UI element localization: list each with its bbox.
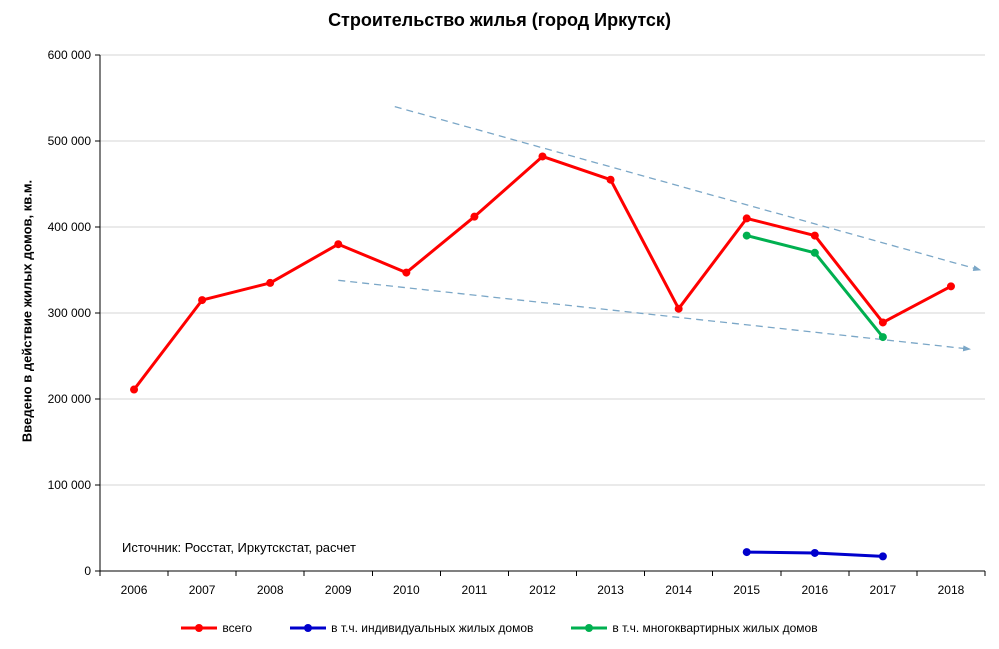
svg-text:2017: 2017 [870,583,897,597]
svg-text:300 000: 300 000 [48,306,92,320]
svg-text:2018: 2018 [938,583,965,597]
svg-text:2016: 2016 [801,583,828,597]
chart-title: Строительство жилья (город Иркутск) [328,10,671,30]
svg-text:200 000: 200 000 [48,392,92,406]
legend-line-individual-icon [290,624,327,632]
legend-item-individual: в т.ч. индивидуальных жилых домов [290,621,533,635]
legend-label-apartment: в т.ч. многоквартирных жилых домов [612,621,818,635]
svg-text:2015: 2015 [733,583,760,597]
svg-text:0: 0 [84,564,91,578]
svg-text:2010: 2010 [393,583,420,597]
y-axis-label: Введено в действие жилых домов, кв.м. [19,179,35,443]
svg-text:600 000: 600 000 [48,48,92,62]
svg-text:2006: 2006 [121,583,148,597]
svg-text:400 000: 400 000 [48,220,92,234]
svg-text:100 000: 100 000 [48,478,92,492]
legend-line-apartment-icon [571,624,608,632]
svg-text:2007: 2007 [189,583,216,597]
svg-text:2011: 2011 [462,583,488,597]
svg-text:2009: 2009 [325,583,352,597]
svg-text:2008: 2008 [257,583,284,597]
legend-item-apartment: в т.ч. многоквартирных жилых домов [571,621,818,635]
legend-label-individual: в т.ч. индивидуальных жилых домов [331,621,534,635]
legend-item-total: всего [181,621,252,635]
chart-legend: всего в т.ч. индивидуальных жилых домов … [0,621,999,635]
legend-label-total: всего [222,621,253,635]
svg-text:2012: 2012 [529,583,556,597]
svg-text:2014: 2014 [665,583,692,597]
source-annotation: Источник: Росстат, Иркутскстат, расчет [122,540,356,555]
legend-line-total-icon [181,624,218,632]
svg-text:2013: 2013 [597,583,624,597]
svg-text:500 000: 500 000 [48,134,92,148]
